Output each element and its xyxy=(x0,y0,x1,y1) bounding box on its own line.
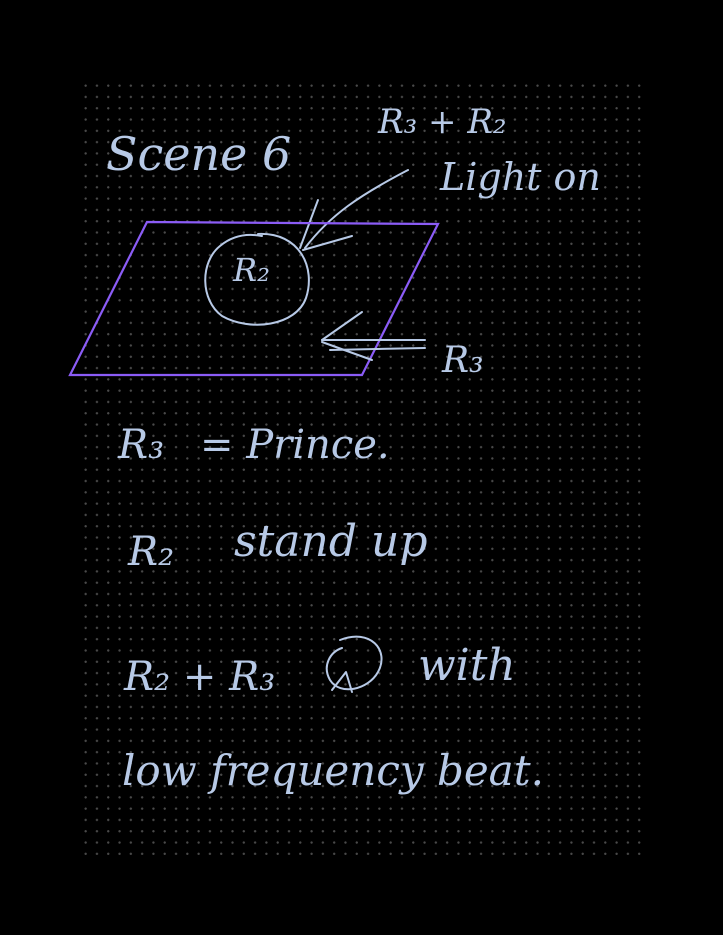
light-on-label: Light on xyxy=(439,155,601,199)
entrance-arrow-head-upper xyxy=(321,311,363,341)
scene-title: Scene 6 xyxy=(106,127,291,181)
light-arrow-head-lower xyxy=(302,235,353,251)
rotate-loop-arrowhead xyxy=(331,671,353,693)
circle-performer-label: R₂ xyxy=(232,251,270,289)
note-3-subject: R₂ + R₃ xyxy=(123,654,275,700)
light-pointer-arrow xyxy=(304,169,409,249)
note-3-text: with xyxy=(418,640,516,691)
performer-circle xyxy=(204,232,310,326)
stage-outline xyxy=(68,220,440,377)
entrance-arrow-head-lower xyxy=(321,341,373,361)
note-2-text: stand up xyxy=(234,516,428,567)
dot-grid-paper xyxy=(80,80,645,855)
rotate-loop-curve xyxy=(325,635,383,691)
note-2-subject: R₂ xyxy=(127,529,174,575)
lights-subjects-label: R₃ + R₂ xyxy=(377,102,507,142)
note-1-subject: R₃ xyxy=(117,422,164,468)
entrance-performer-label: R₃ xyxy=(441,340,484,381)
note-4-text: low frequency beat. xyxy=(122,746,544,795)
note-1-text: = Prince. xyxy=(200,422,390,468)
rotate-loop-icon xyxy=(325,635,383,693)
